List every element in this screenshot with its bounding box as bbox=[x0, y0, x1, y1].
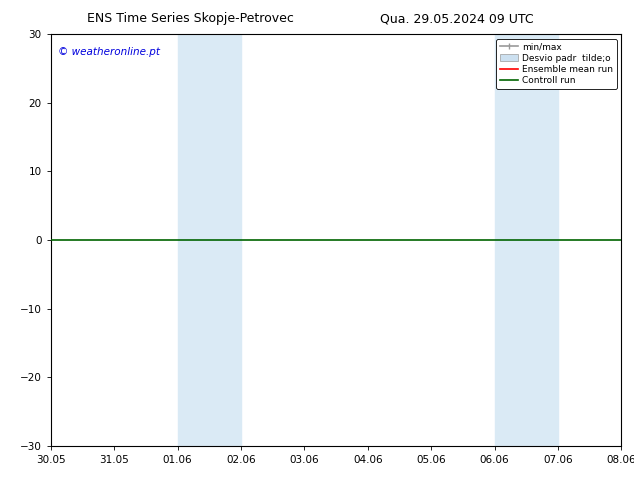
Bar bbox=[178, 34, 241, 446]
Bar bbox=[495, 34, 558, 446]
Text: Qua. 29.05.2024 09 UTC: Qua. 29.05.2024 09 UTC bbox=[380, 12, 533, 25]
Legend: min/max, Desvio padr  tilde;o, Ensemble mean run, Controll run: min/max, Desvio padr tilde;o, Ensemble m… bbox=[496, 39, 617, 89]
Text: © weatheronline.pt: © weatheronline.pt bbox=[58, 47, 160, 57]
Text: ENS Time Series Skopje-Petrovec: ENS Time Series Skopje-Petrovec bbox=[87, 12, 294, 25]
